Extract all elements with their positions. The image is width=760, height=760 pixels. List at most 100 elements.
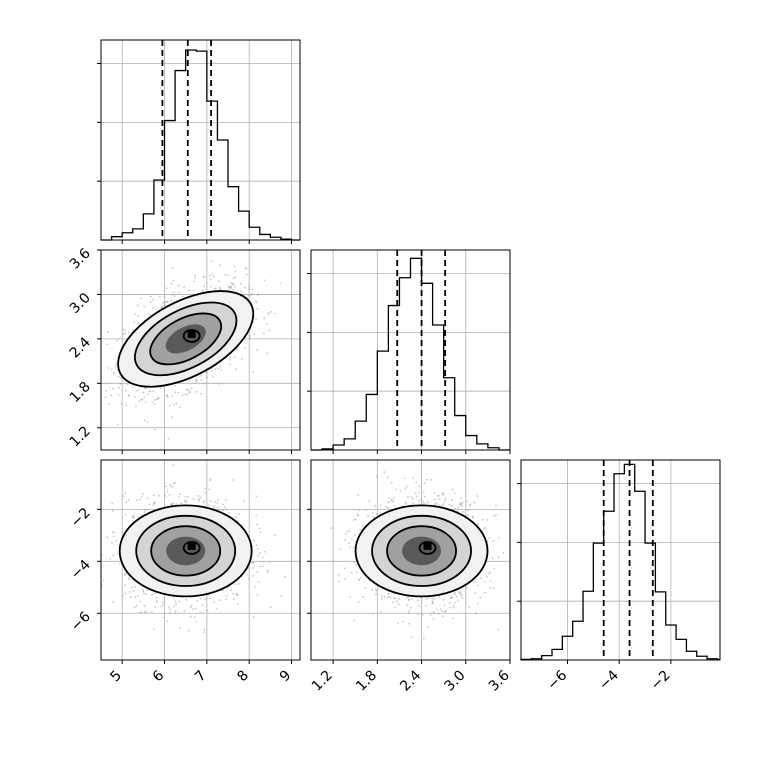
scatter-point [217, 499, 219, 501]
scatter-point [427, 597, 430, 600]
scatter-point [153, 502, 156, 505]
scatter-point [134, 312, 137, 315]
scatter-point [162, 601, 164, 604]
scatter-point [415, 495, 418, 498]
scatter-point [442, 493, 445, 496]
scatter-point [142, 493, 145, 496]
scatter-point [116, 552, 119, 555]
scatter-point [280, 594, 283, 597]
scatter-point [112, 509, 114, 512]
scatter-point [177, 284, 180, 287]
scatter-point [234, 583, 237, 586]
scatter-point [228, 358, 231, 361]
density-peak [423, 541, 432, 550]
scatter-point [118, 386, 121, 389]
scatter-point [164, 301, 167, 304]
scatter-point [410, 636, 413, 639]
scatter-point [116, 339, 118, 342]
scatter-point [124, 492, 127, 495]
scatter-point [468, 606, 471, 609]
scatter-point [150, 594, 153, 596]
scatter-point [252, 561, 255, 564]
scatter-point [203, 628, 206, 631]
scatter-point [177, 612, 180, 615]
scatter-point [124, 389, 127, 392]
scatter-point [183, 610, 186, 613]
scatter-point [454, 601, 457, 604]
scatter-point [456, 506, 459, 509]
scatter-point [167, 438, 170, 440]
scatter-point [442, 504, 445, 506]
scatter-point [135, 390, 138, 392]
scatter-point [124, 329, 127, 332]
scatter-point [356, 513, 359, 516]
scatter-point [120, 403, 123, 405]
scatter-point [436, 608, 438, 611]
scatter-point [471, 515, 474, 518]
scatter-point [139, 600, 142, 603]
scatter-point [444, 497, 447, 500]
scatter-point [163, 295, 166, 298]
scatter-point [460, 504, 463, 507]
scatter-point [493, 515, 495, 517]
scatter-point [206, 609, 209, 612]
scatter-point [421, 613, 424, 616]
scatter-point [262, 560, 265, 563]
scatter-point [234, 270, 237, 273]
y-tick-label: 2.4 [67, 334, 94, 361]
scatter-point [262, 565, 264, 568]
scatter-point [255, 301, 258, 304]
scatter-point [109, 558, 112, 560]
scatter-point [258, 527, 261, 530]
scatter-point [133, 321, 136, 324]
scatter-point [410, 606, 413, 609]
scatter-point [124, 513, 127, 516]
scatter-point [263, 550, 266, 553]
scatter-point [211, 375, 214, 378]
scatter-point [105, 396, 107, 399]
scatter-point [173, 605, 175, 608]
scatter-point [140, 495, 143, 498]
scatter-point [171, 485, 174, 488]
scatter-point [483, 580, 486, 583]
scatter-point [249, 337, 251, 339]
scatter-point [140, 611, 142, 614]
scatter-point [122, 495, 125, 497]
scatter-point [351, 538, 353, 541]
scatter-point [254, 585, 257, 588]
scatter-point [174, 481, 177, 484]
scatter-point [395, 488, 398, 491]
scatter-point [118, 562, 121, 565]
scatter-point [186, 393, 189, 396]
scatter-point [203, 631, 206, 634]
scatter-point [263, 332, 265, 335]
scatter-point [137, 322, 139, 325]
scatter-point [144, 611, 146, 614]
scatter-point [193, 274, 196, 277]
scatter-point [349, 595, 352, 598]
x-tick-label: −6 [544, 667, 570, 693]
scatter-point [130, 586, 133, 589]
scatter-point [120, 377, 122, 380]
scatter-point [399, 489, 402, 492]
panel-background [311, 250, 510, 450]
scatter-point [222, 503, 225, 506]
scatter-point [451, 488, 454, 491]
scatter-point [148, 503, 151, 506]
scatter-point [114, 365, 117, 368]
x-tick-label: 3.6 [486, 667, 513, 694]
scatter-point [160, 306, 163, 309]
scatter-point [144, 401, 147, 404]
scatter-point [423, 495, 426, 498]
scatter-point [458, 592, 461, 595]
scatter-point [199, 392, 202, 395]
scatter-point [229, 363, 232, 366]
panel-border [310, 459, 511, 661]
scatter-point [263, 316, 266, 319]
scatter-point [473, 501, 476, 504]
scatter-point [390, 499, 393, 502]
scatter-point [133, 516, 135, 519]
scatter-point [197, 495, 200, 497]
scatter-point [217, 506, 220, 509]
scatter-point [229, 356, 231, 359]
